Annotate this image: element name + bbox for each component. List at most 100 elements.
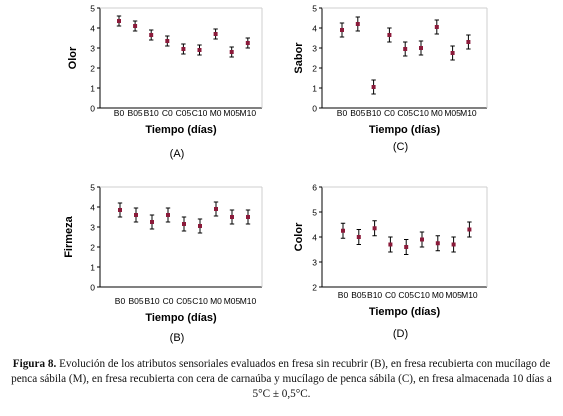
x-tick-labels-color: B0 B05B10 C0 C05C10 M0 M05M10	[338, 290, 478, 300]
panel-label-firmeza: (B)	[170, 332, 185, 344]
y-tick-label-color: 4	[312, 233, 317, 243]
x-tick-label-sabor: M10	[460, 108, 477, 118]
x-tick-label-olor: C10	[192, 108, 208, 118]
data-point-firmeza	[134, 213, 138, 217]
x-tick-label-firmeza: C10	[192, 296, 208, 306]
caption-label: Figura 8.	[12, 358, 57, 370]
x-tick-label-color: C10	[414, 290, 430, 300]
x-tick-label-sabor: C05	[397, 108, 413, 118]
x-tick-label-firmeza: C05	[176, 296, 192, 306]
data-point-color	[435, 241, 440, 246]
data-point-color	[467, 227, 472, 232]
y-tick-label-firmeza: 0	[90, 283, 95, 293]
y-tick-label-olor: 3	[90, 44, 95, 54]
chart-panel-olor: 0 1 2 3 4 5 B0 B05B10 C0 C05C10 M0 M05M10 Tiempo (dí…	[67, 4, 263, 160]
figure-caption: Figura 8. Evolución de los atributos sen…	[8, 357, 555, 402]
x-tick-label-firmeza: B05	[128, 296, 143, 306]
y-tick-label-color: 3	[312, 258, 317, 268]
x-tick-label-color: M10	[461, 290, 478, 300]
x-axis-title-sabor: Tiempo (días)	[369, 124, 441, 136]
x-tick-label-sabor: C10	[413, 108, 429, 118]
x-tick-label-firmeza: C0	[163, 296, 174, 306]
chart-panel-firmeza: 0 1 2 3 4 5 B0 B05B10 C0 C05C10 M0 M05M10 Tiempo (dí…	[63, 183, 263, 344]
x-tick-labels-olor: B0 B05B10 C0 C05C10 M0 M05M10	[114, 108, 257, 118]
x-tick-label-olor: M10	[240, 108, 257, 118]
x-tick-label-olor: C0	[162, 108, 173, 118]
data-point-sabor	[403, 47, 408, 51]
y-axis-title-sabor: Sabor	[293, 42, 305, 74]
data-point-sabor	[466, 40, 471, 44]
y-tick-label-sabor: 5	[312, 4, 317, 14]
y-tick-label-olor: 1	[90, 84, 95, 94]
panel-label-olor: (A)	[170, 148, 185, 160]
data-point-sabor	[434, 25, 439, 29]
y-tick-label-sabor: 4	[312, 24, 317, 34]
x-tick-label-color: B10	[367, 290, 382, 300]
x-tick-label-color: B05	[351, 290, 366, 300]
data-point-firmeza	[166, 213, 170, 217]
y-tick-label-firmeza: 4	[90, 203, 95, 213]
x-tick-label-firmeza: B0	[115, 296, 126, 306]
panel-label-color: (D)	[393, 328, 408, 340]
data-point-firmeza	[214, 207, 218, 211]
data-point-color	[420, 237, 424, 242]
data-point-firmeza	[118, 208, 122, 212]
data-point-olor	[165, 39, 170, 43]
x-tick-label-firmeza: M0	[210, 296, 222, 306]
x-tick-label-olor: C05	[176, 108, 192, 118]
x-tick-label-color: B0	[338, 290, 349, 300]
data-point-firmeza	[198, 224, 202, 228]
y-tick-label-firmeza: 5	[90, 183, 95, 193]
data-point-sabor	[419, 46, 423, 50]
data-point-olor	[197, 48, 202, 52]
data-point-color	[388, 242, 393, 247]
x-tick-label-olor: B0	[114, 108, 125, 118]
y-tick-label-olor: 0	[90, 104, 95, 114]
x-tick-label-olor: M05	[223, 108, 240, 118]
y-axis-title-color: Color	[293, 222, 305, 251]
x-tick-label-olor: M0	[210, 108, 222, 118]
x-tick-labels-sabor: B0 B05B10 C0 C05C10 M0 M05M10	[337, 108, 477, 118]
data-point-olor	[149, 33, 154, 37]
x-tick-label-color: C0	[385, 290, 396, 300]
y-tick-label-sabor: 0	[312, 104, 317, 114]
data-point-firmeza	[246, 215, 250, 219]
x-tick-label-olor: B05	[128, 108, 143, 118]
chart-panel-sabor: 0 1 2 3 4 5 B0 B05B10 C0 C05C10 M0 M05M10 Tiempo (dí…	[293, 4, 488, 153]
x-axis-title-color: Tiempo (días)	[369, 306, 441, 318]
y-tick-label-firmeza: 2	[90, 243, 95, 253]
chart-panel-color: 2 3 4 5 6 B0 B05B10 C0 C05C10 M0 M05M10 Tiempo (día…	[293, 183, 488, 340]
y-tick-label-sabor: 3	[312, 44, 317, 54]
x-tick-label-sabor: C0	[384, 108, 395, 118]
y-tick-label-firmeza: 1	[90, 263, 95, 273]
y-axis-title-olor: Olor	[67, 46, 79, 69]
y-tick-label-firmeza: 3	[90, 223, 95, 233]
data-point-color	[356, 235, 361, 239]
x-axis-title-firmeza: Tiempo (días)	[145, 312, 217, 324]
x-tick-label-olor: B10	[144, 108, 159, 118]
data-point-color	[372, 226, 377, 231]
y-tick-label-olor: 5	[90, 4, 95, 14]
y-tick-label-color: 5	[312, 208, 317, 218]
x-tick-label-firmeza: B10	[144, 296, 159, 306]
data-point-color	[341, 228, 345, 233]
panel-label-sabor: (C)	[393, 141, 408, 153]
x-tick-label-firmeza: M05	[224, 296, 241, 306]
data-point-firmeza	[150, 220, 154, 224]
data-point-olor	[229, 50, 234, 54]
y-tick-label-sabor: 2	[312, 64, 317, 74]
x-tick-label-sabor: B05	[350, 108, 365, 118]
data-point-olor	[213, 32, 218, 36]
x-tick-labels-firmeza: B0 B05B10 C0 C05C10 M0 M05M10	[115, 296, 257, 306]
data-point-color	[404, 245, 409, 249]
y-tick-label-olor: 2	[90, 64, 95, 74]
y-axis-title-firmeza: Firmeza	[63, 215, 75, 257]
data-point-sabor	[387, 33, 392, 37]
x-axis-title-olor: Tiempo (días)	[145, 124, 217, 136]
x-tick-label-sabor: M0	[431, 108, 443, 118]
data-point-sabor	[340, 28, 344, 32]
data-point-sabor	[355, 22, 360, 26]
x-tick-label-color: M0	[432, 290, 444, 300]
data-point-sabor	[450, 51, 455, 55]
